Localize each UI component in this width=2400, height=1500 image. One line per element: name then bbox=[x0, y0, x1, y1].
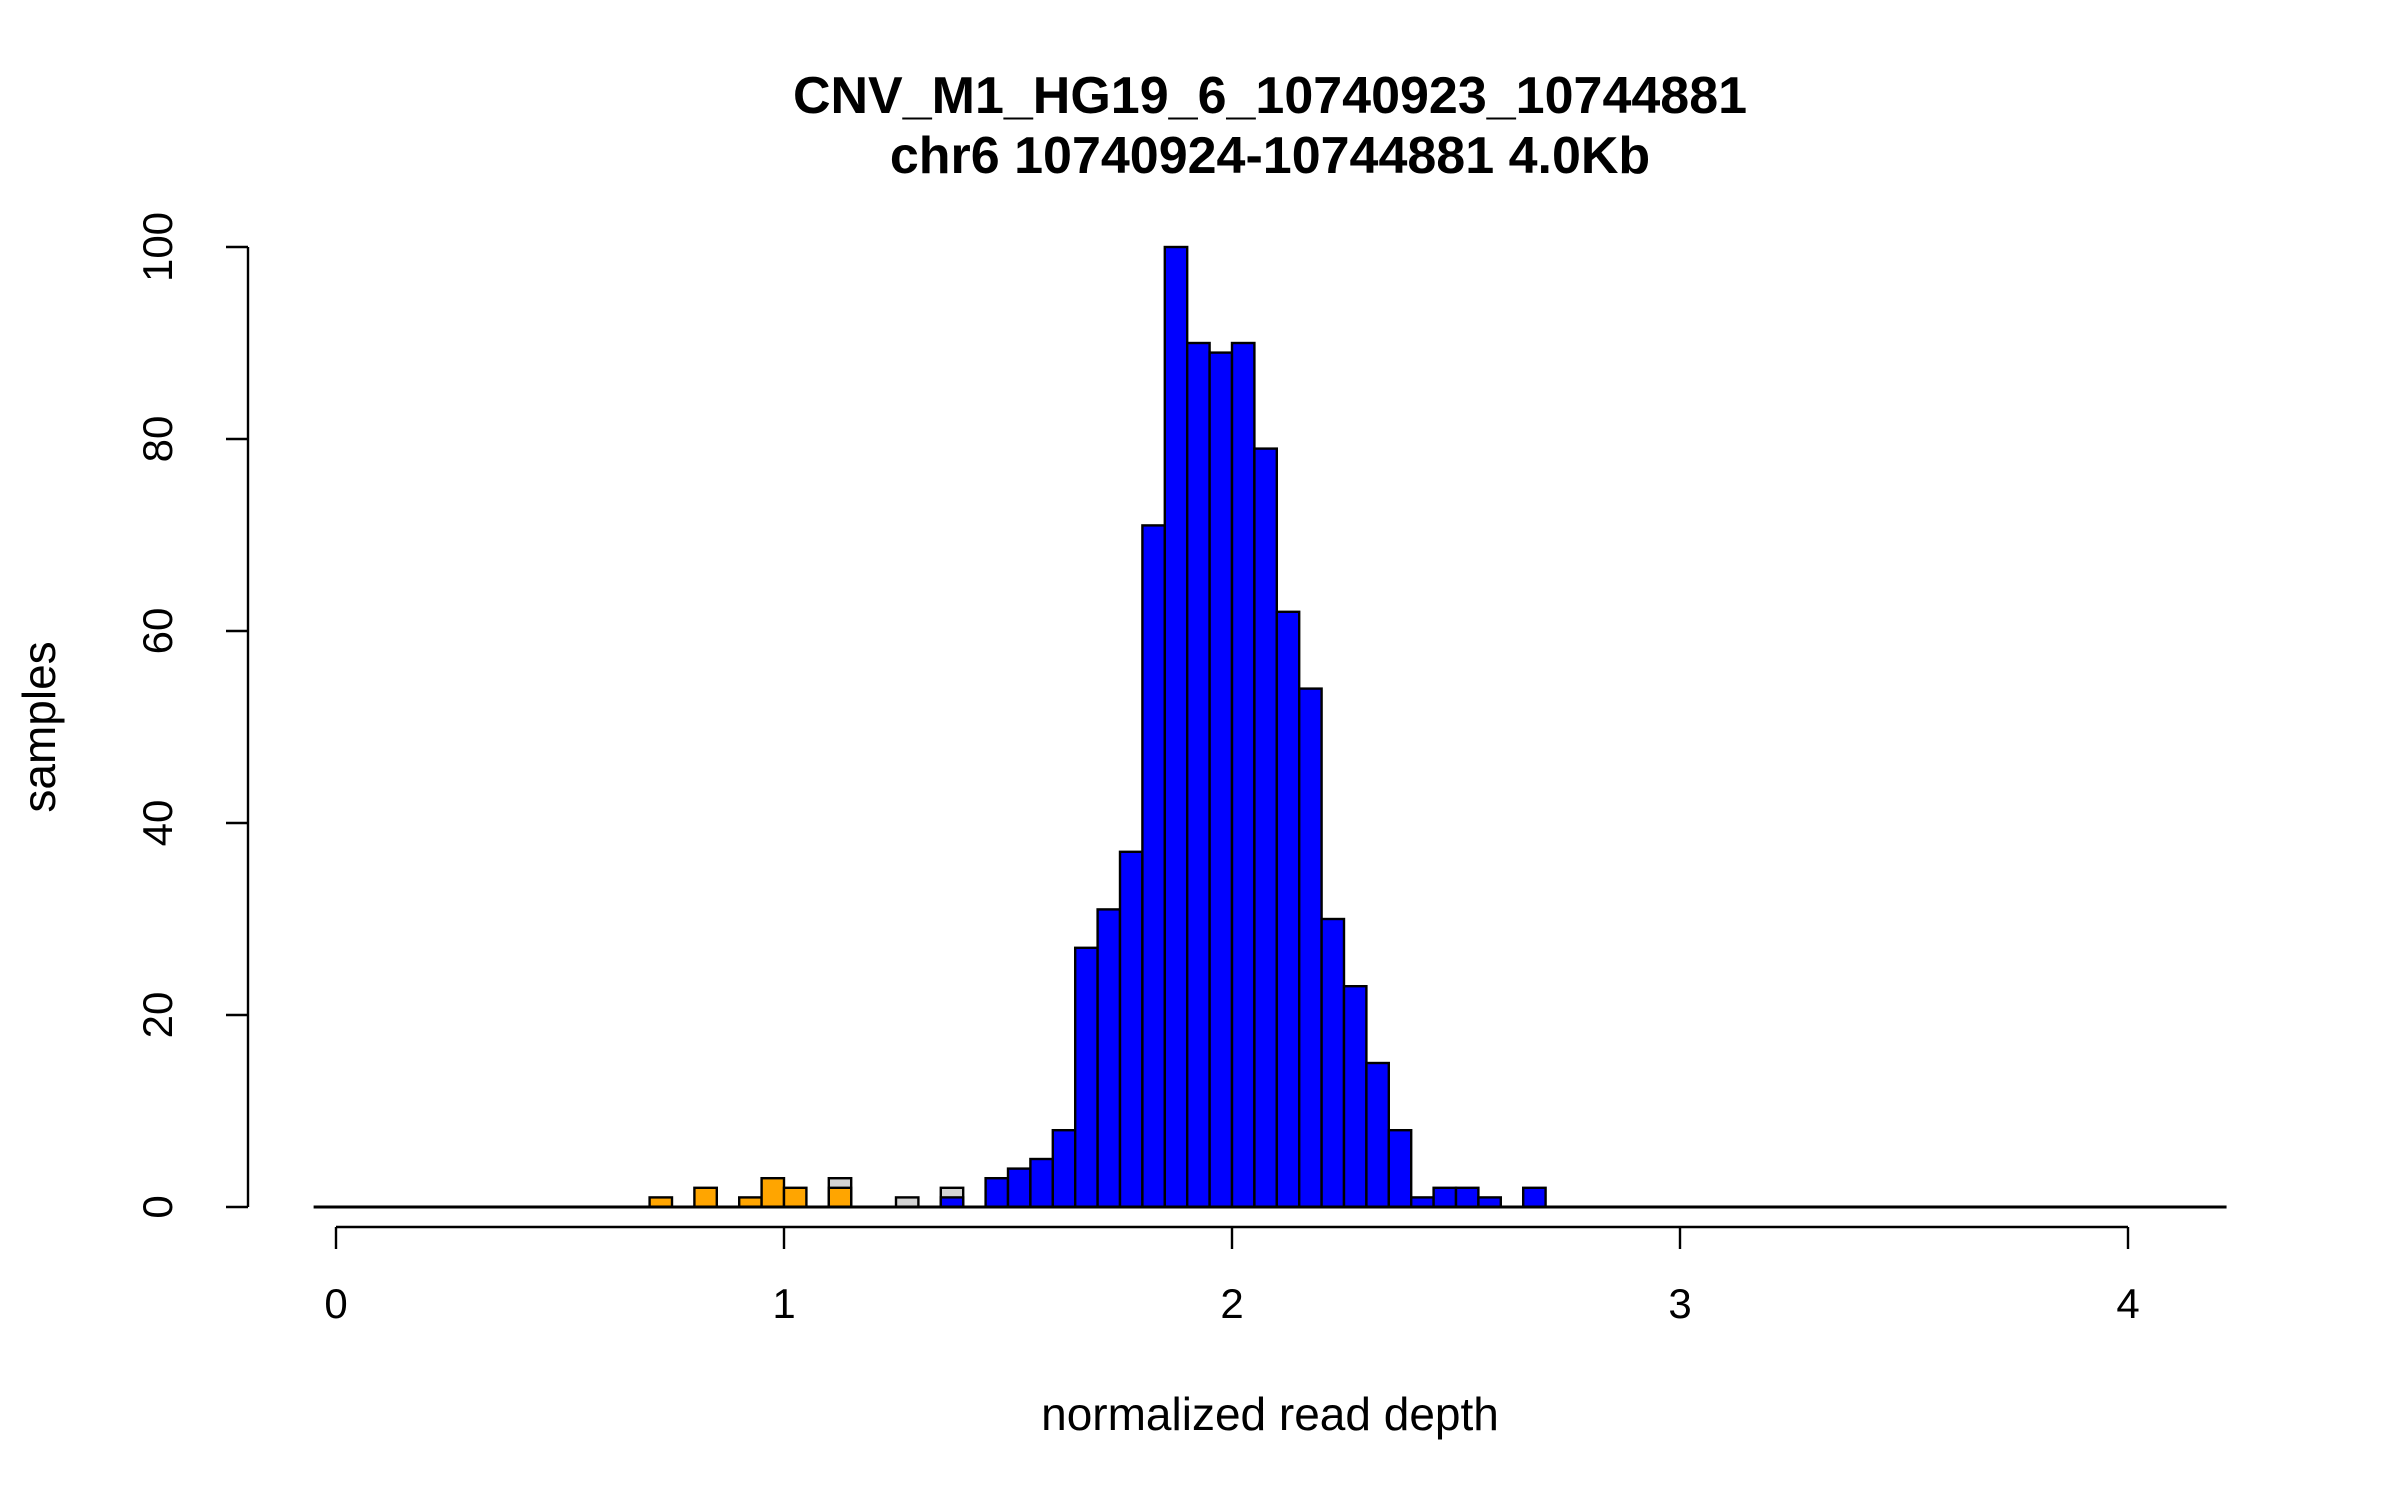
histogram-bars bbox=[648, 245, 1547, 1209]
histogram-bar-normal bbox=[1006, 1167, 1032, 1209]
y-axis-label: samples bbox=[13, 641, 65, 812]
y-axis: 0 20 40 60 80 100 bbox=[134, 212, 250, 1219]
x-tick-label: 4 bbox=[2116, 1280, 2139, 1327]
histogram-bar-normal bbox=[1387, 1128, 1413, 1209]
histogram-bar-deletion bbox=[827, 1186, 853, 1209]
histogram-bar-deletion bbox=[782, 1186, 808, 1209]
histogram-bar-normal bbox=[1051, 1128, 1077, 1209]
y-tick-label: 60 bbox=[134, 608, 181, 655]
histogram-bar-normal bbox=[1185, 341, 1211, 1209]
histogram-bar-normal bbox=[1454, 1186, 1480, 1209]
y-tick-label: 40 bbox=[134, 800, 181, 847]
histogram-bar-normal bbox=[1208, 351, 1234, 1209]
x-axis-label: normalized read depth bbox=[1041, 1388, 1499, 1440]
histogram-bar-normal bbox=[1365, 1061, 1391, 1209]
histogram-bar-normal bbox=[1163, 245, 1189, 1209]
y-tick-label: 100 bbox=[134, 212, 181, 282]
x-tick-label: 0 bbox=[324, 1280, 347, 1327]
histogram-bar-normal bbox=[1073, 946, 1099, 1209]
histogram-bar-normal bbox=[1521, 1186, 1547, 1209]
histogram-bar-normal bbox=[1320, 917, 1346, 1209]
histogram-bar-normal bbox=[1029, 1157, 1055, 1209]
histogram-bar-normal bbox=[1297, 687, 1323, 1209]
y-tick-label: 0 bbox=[134, 1195, 181, 1218]
histogram-bar-deletion bbox=[760, 1176, 786, 1209]
histogram-bar-normal bbox=[1096, 908, 1122, 1209]
x-tick-label: 3 bbox=[1668, 1280, 1691, 1327]
chart-subtitle: chr6 10740924-10744881 4.0Kb bbox=[890, 127, 1650, 185]
histogram-bar-normal bbox=[1432, 1186, 1458, 1209]
y-tick-label: 20 bbox=[134, 992, 181, 1039]
x-tick-label: 1 bbox=[772, 1280, 795, 1327]
chart-title: CNV_M1_HG19_6_10740923_10744881 bbox=[793, 67, 1747, 125]
x-axis: 0 1 2 3 4 bbox=[324, 1225, 2140, 1327]
histogram-bar-normal bbox=[1253, 447, 1279, 1209]
histogram-bar-normal bbox=[1118, 850, 1144, 1209]
histogram-bar-normal bbox=[984, 1176, 1010, 1209]
histogram-bar-normal bbox=[1342, 985, 1368, 1209]
x-tick-label: 2 bbox=[1220, 1280, 1243, 1327]
histogram-bar-normal bbox=[1230, 341, 1256, 1209]
y-tick-label: 80 bbox=[134, 416, 181, 463]
histogram-bar-normal bbox=[1141, 524, 1167, 1209]
histogram-bar-normal bbox=[1275, 610, 1301, 1209]
histogram-bar-deletion bbox=[693, 1186, 719, 1209]
